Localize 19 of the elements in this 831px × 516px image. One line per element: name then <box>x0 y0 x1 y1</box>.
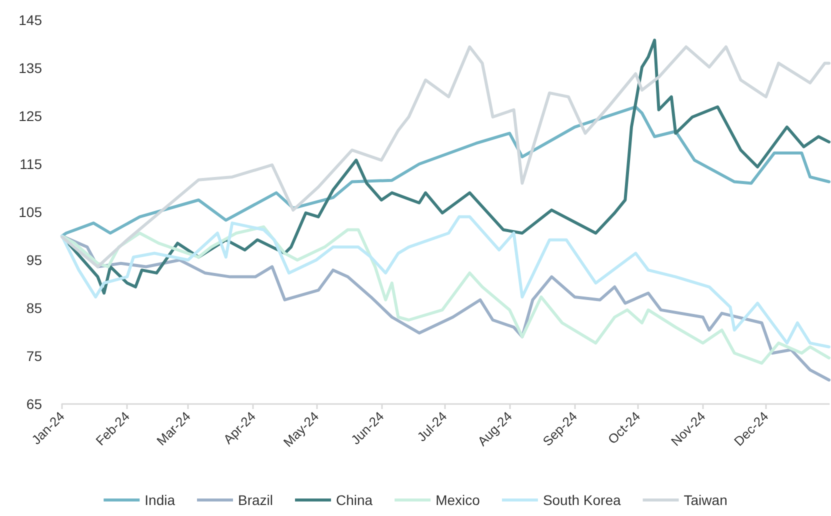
y-tick-label: 75 <box>26 348 42 364</box>
y-tick-label: 85 <box>26 300 42 316</box>
y-tick-label: 105 <box>18 204 42 220</box>
y-tick-label: 125 <box>18 108 42 124</box>
line-series <box>60 225 830 365</box>
y-tick-label: 145 <box>18 12 42 28</box>
line-series <box>60 234 830 382</box>
legend-label: India <box>144 492 176 508</box>
legend-label: South Korea <box>542 492 621 508</box>
legend-label: China <box>336 492 373 508</box>
y-tick-label: 115 <box>20 156 42 172</box>
legend-label: Mexico <box>436 492 480 508</box>
y-tick-label: 135 <box>18 60 42 76</box>
line-series <box>60 215 830 348</box>
legend-label: Taiwan <box>684 492 728 508</box>
y-tick-label: 95 <box>26 252 42 268</box>
line-series <box>60 105 830 238</box>
legend-label: Brazil <box>238 492 274 508</box>
y-tick-label: 65 <box>26 396 42 412</box>
